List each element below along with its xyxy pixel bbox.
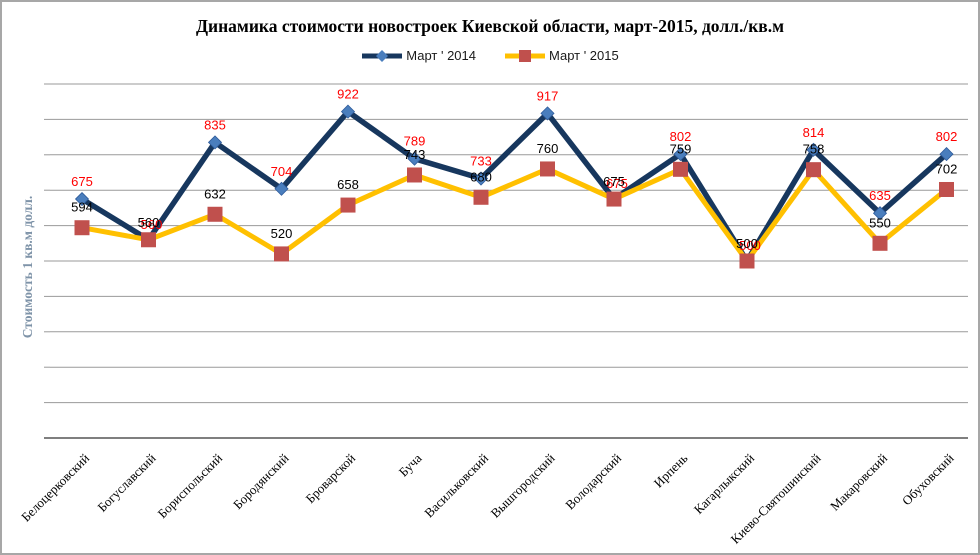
data-label: 789 [404, 134, 426, 149]
legend: Март ' 2014 Март ' 2015 [2, 48, 978, 63]
data-label: 635 [869, 188, 891, 203]
data-label: 835 [204, 117, 226, 132]
x-category-label: Бориспольский [154, 450, 225, 521]
data-label: 759 [670, 141, 692, 156]
data-point-marker [141, 232, 156, 248]
data-point-marker [540, 106, 555, 121]
legend-marker-2015-icon [505, 49, 545, 62]
data-label: 675 [71, 174, 93, 189]
chart-title: Динамика стоимости новостроек Киевской о… [195, 16, 785, 36]
legend-item-march-2014: Март ' 2014 [361, 48, 476, 63]
legend-marker-2014-icon [362, 49, 403, 62]
data-point-marker [74, 191, 90, 207]
data-point-marker [74, 220, 90, 236]
legend-label-2014: Март ' 2014 [406, 48, 476, 63]
x-category-label: Буча [396, 450, 425, 479]
data-point-marker [939, 147, 954, 162]
legend-item-march-2015: Март ' 2015 [504, 48, 619, 63]
data-point-marker [407, 167, 422, 183]
series-line-march-2014 [79, 108, 950, 264]
data-label: 917 [537, 88, 559, 103]
x-category-label: Кагарлыкский [691, 450, 757, 516]
data-label: 758 [803, 142, 825, 157]
data-label: 760 [537, 141, 559, 156]
data-label: 680 [470, 169, 492, 184]
data-point-marker [473, 171, 489, 186]
data-point-marker [673, 161, 688, 177]
data-label: 658 [337, 177, 359, 192]
data-point-marker [207, 206, 223, 222]
data-point-marker [407, 151, 422, 166]
x-category-label: Броварской [303, 450, 359, 506]
data-point-marker [939, 181, 954, 197]
data-label: 675 [603, 174, 625, 189]
x-category-label: Макаровский [827, 450, 890, 513]
data-point-marker [872, 235, 888, 251]
data-point-marker [274, 181, 289, 196]
x-category-label: Вышгородский [487, 450, 557, 520]
data-label: 802 [670, 129, 692, 144]
x-category-label: Васильковский [421, 450, 491, 520]
data-point-marker [739, 253, 755, 269]
data-label: 520 [271, 226, 293, 241]
x-category-label: Белоцерковский [18, 450, 92, 524]
data-label: 802 [936, 129, 958, 144]
data-label: 560 [138, 215, 160, 230]
data-label: 550 [869, 215, 891, 230]
data-point-marker [473, 189, 489, 205]
data-label: 922 [337, 87, 359, 102]
data-point-marker [606, 191, 622, 207]
data-label: 500 [736, 236, 758, 251]
data-label: 704 [271, 164, 293, 179]
series-markers-march-2015 [74, 161, 954, 269]
x-category-label: Бородянский [230, 450, 292, 512]
data-labels-march-2014: 675 560 835 704 922 789 733 917 675 802 500 814 635 8… [71, 87, 957, 253]
data-labels-march-2015: 594 560 632 520 658 743 680 760 675 759 500 758 550 7… [71, 141, 957, 251]
data-point-marker [806, 142, 821, 157]
data-label: 500 [739, 238, 761, 253]
x-category-label: Обуховский [899, 450, 957, 508]
data-label: 560 [141, 217, 163, 232]
data-point-marker [274, 246, 289, 262]
data-point-marker [673, 147, 688, 162]
data-label: 702 [936, 161, 958, 176]
data-label: 675 [606, 176, 628, 191]
data-label: 743 [404, 147, 426, 162]
data-point-marker [340, 104, 356, 119]
legend-label-2015: Март ' 2015 [549, 48, 619, 63]
series-line-march-2015 [79, 166, 949, 264]
data-point-marker [540, 161, 555, 177]
gridlines [44, 83, 968, 439]
x-category-label: Богуславский [94, 450, 158, 514]
data-label: 814 [803, 125, 825, 140]
data-label: 632 [204, 186, 226, 201]
x-category-label: Володарский [562, 450, 624, 512]
data-label: 733 [470, 154, 492, 169]
x-category-label: Ирпень [651, 450, 691, 490]
data-point-marker [806, 162, 821, 178]
data-point-marker [207, 135, 223, 150]
data-label: 594 [71, 200, 93, 215]
data-point-marker [872, 206, 888, 221]
data-point-marker [340, 197, 356, 213]
